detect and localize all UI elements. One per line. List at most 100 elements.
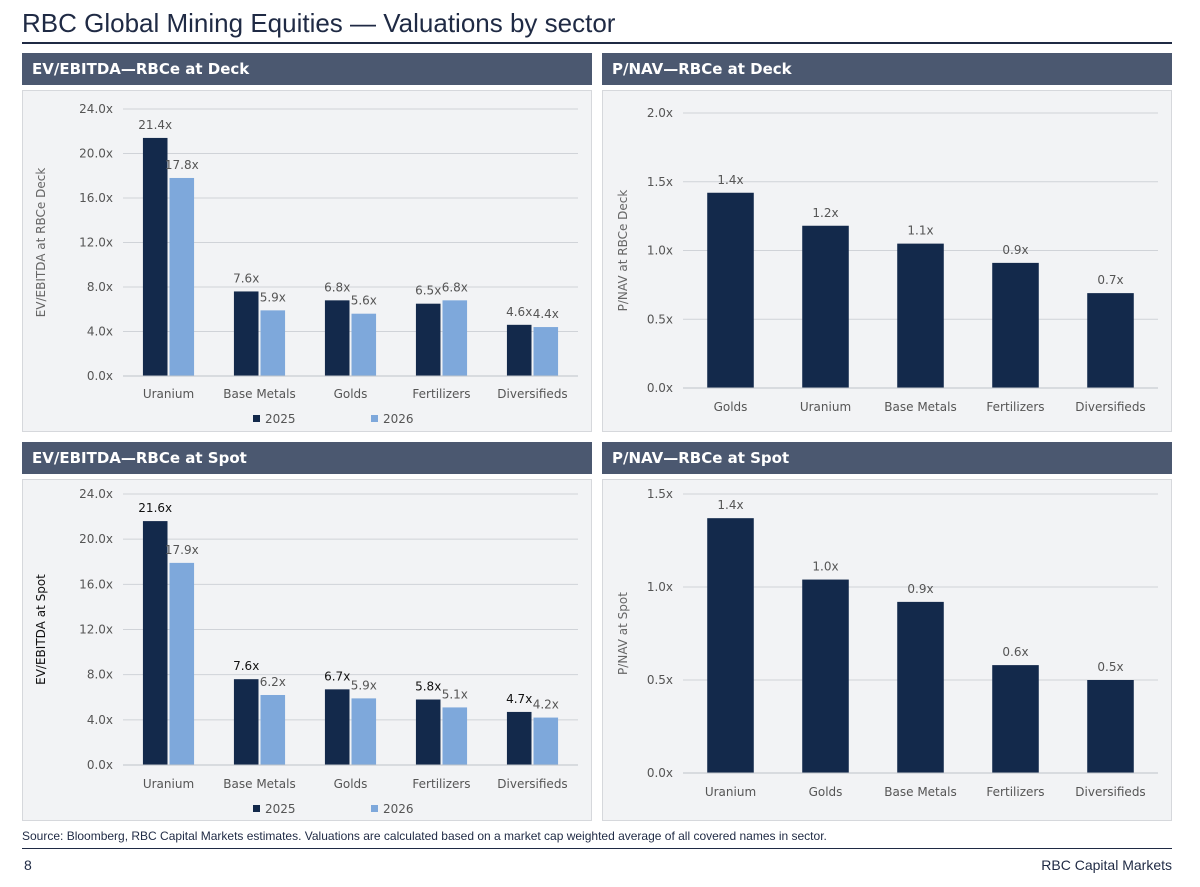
x-tick-label: Fertilizers [412, 387, 470, 401]
x-tick-label: Golds [714, 400, 748, 414]
x-tick-label: Uranium [143, 777, 194, 791]
source-note: Source: Bloomberg, RBC Capital Markets e… [22, 829, 827, 843]
x-tick-label: Golds [809, 785, 843, 799]
y-tick-label: 20.0x [79, 147, 113, 161]
panel-header-pnav-spot: P/NAV—RBCe at Spot [602, 442, 1172, 474]
x-tick-label: Uranium [143, 387, 194, 401]
bar-value [802, 225, 849, 388]
chart-pnav-deck: 0.0x 0.5x 1.0x 1.5x 2.0x P/NAV at RBCe Deck Go… [616, 106, 1158, 414]
x-tick-label: Golds [334, 387, 368, 401]
bar-2025 [142, 521, 168, 765]
bar-2026 [442, 300, 468, 376]
bar-2025 [233, 291, 259, 376]
x-tick-label: Base Metals [884, 785, 956, 799]
data-label: 1.0x [812, 560, 838, 574]
x-tick-label: Diversifieds [497, 387, 567, 401]
data-label: 17.9x [165, 543, 199, 557]
bar-value [992, 665, 1039, 773]
data-label: 6.7x [324, 669, 350, 683]
data-label: 5.9x [260, 290, 286, 304]
y-tick-label: 1.0x [647, 244, 673, 258]
data-label: 1.1x [907, 224, 933, 238]
x-tick-label: Diversifieds [1075, 785, 1145, 799]
y-tick-label: 20.0x [79, 532, 113, 546]
data-label: 17.8x [165, 158, 199, 172]
bar-2025 [324, 300, 350, 376]
data-label: 4.7x [506, 692, 532, 706]
y-tick-label: 0.5x [647, 312, 673, 326]
bar-2025 [506, 711, 532, 765]
x-tick-label: Base Metals [223, 777, 295, 791]
y-tick-label: 4.0x [87, 713, 113, 727]
y-tick-label: 12.0x [79, 623, 113, 637]
y-tick-label: 0.0x [647, 381, 673, 395]
data-label: 21.4x [138, 118, 172, 132]
y-tick-label: 1.5x [647, 487, 673, 501]
y-tick-label: 0.0x [87, 758, 113, 772]
bar-2026 [169, 562, 195, 765]
bar-2026 [351, 313, 377, 376]
data-label: 5.8x [415, 680, 441, 694]
page-number: 8 [24, 857, 32, 873]
x-tick-label: Base Metals [223, 387, 295, 401]
chart-panel-ev-spot: 0.0x 4.0x 8.0x 12.0x 16.0x 20.0x 24.0x EV/EBITD… [22, 479, 592, 821]
x-tick-label: Uranium [800, 400, 851, 414]
bar-value [897, 601, 944, 773]
y-tick-label: 16.0x [79, 577, 113, 591]
bar-2025 [506, 324, 532, 376]
chart-ev-ebitda-deck: 0.0x 4.0x 8.0x 12.0x 16.0x 20.0x 24.0x EV/EBITD… [34, 102, 578, 426]
data-label: 0.9x [907, 582, 933, 596]
data-label: 5.1x [442, 687, 468, 701]
bar-2026 [260, 310, 286, 376]
panel-header-pnav-deck: P/NAV—RBCe at Deck [602, 53, 1172, 85]
data-label: 0.5x [1097, 660, 1123, 674]
chart-panel-ev-deck: 0.0x 4.0x 8.0x 12.0x 16.0x 20.0x 24.0x EV/EBITD… [22, 90, 592, 432]
y-tick-label: 2.0x [647, 106, 673, 120]
y-tick-label: 12.0x [79, 236, 113, 250]
chart-panel-pnav-deck: 0.0x 0.5x 1.0x 1.5x 2.0x P/NAV at RBCe Deck Go… [602, 90, 1172, 432]
bar-2025 [324, 689, 350, 765]
x-tick-label: Golds [334, 777, 368, 791]
bar-value [802, 579, 849, 773]
legend-label: 2026 [383, 412, 414, 426]
bar-2026 [260, 694, 286, 765]
y-tick-label: 0.0x [87, 369, 113, 383]
bar-value [897, 243, 944, 388]
bar-2026 [169, 177, 195, 376]
legend-label: 2025 [265, 412, 296, 426]
bar-2025 [142, 137, 168, 376]
bar-value [1087, 293, 1134, 388]
data-label: 6.5x [415, 284, 441, 298]
y-tick-label: 16.0x [79, 191, 113, 205]
data-label: 5.9x [351, 678, 377, 692]
x-tick-label: Base Metals [884, 400, 956, 414]
y-tick-label: 1.5x [647, 175, 673, 189]
y-tick-label: 8.0x [87, 668, 113, 682]
bar-2025 [415, 303, 441, 376]
legend-swatch [253, 415, 260, 422]
x-tick-label: Uranium [705, 785, 756, 799]
panel-header-ev-deck: EV/EBITDA—RBCe at Deck [22, 53, 592, 85]
chart-ev-ebitda-spot: 0.0x 4.0x 8.0x 12.0x 16.0x 20.0x 24.0x EV/EBITD… [34, 487, 578, 816]
y-tick-label: 8.0x [87, 280, 113, 294]
y-tick-label: 24.0x [79, 102, 113, 116]
bar-2025 [415, 699, 441, 765]
y-axis-label: EV/EBITDA at Spot [34, 574, 48, 685]
bar-2026 [351, 698, 377, 765]
legend-swatch [371, 805, 378, 812]
bar-value [707, 192, 754, 388]
y-tick-label: 1.0x [647, 580, 673, 594]
x-tick-label: Fertilizers [986, 785, 1044, 799]
legend-label: 2025 [265, 802, 296, 816]
y-tick-label: 24.0x [79, 487, 113, 501]
page-title: RBC Global Mining Equities — Valuations … [22, 8, 616, 38]
data-label: 7.6x [233, 659, 259, 673]
legend-swatch [253, 805, 260, 812]
bar-value [1087, 680, 1134, 773]
bar-2025 [233, 679, 259, 765]
legend-label: 2026 [383, 802, 414, 816]
y-tick-label: 4.0x [87, 325, 113, 339]
data-label: 6.2x [260, 675, 286, 689]
panel-header-ev-spot: EV/EBITDA—RBCe at Spot [22, 442, 592, 474]
data-label: 1.4x [717, 173, 743, 187]
